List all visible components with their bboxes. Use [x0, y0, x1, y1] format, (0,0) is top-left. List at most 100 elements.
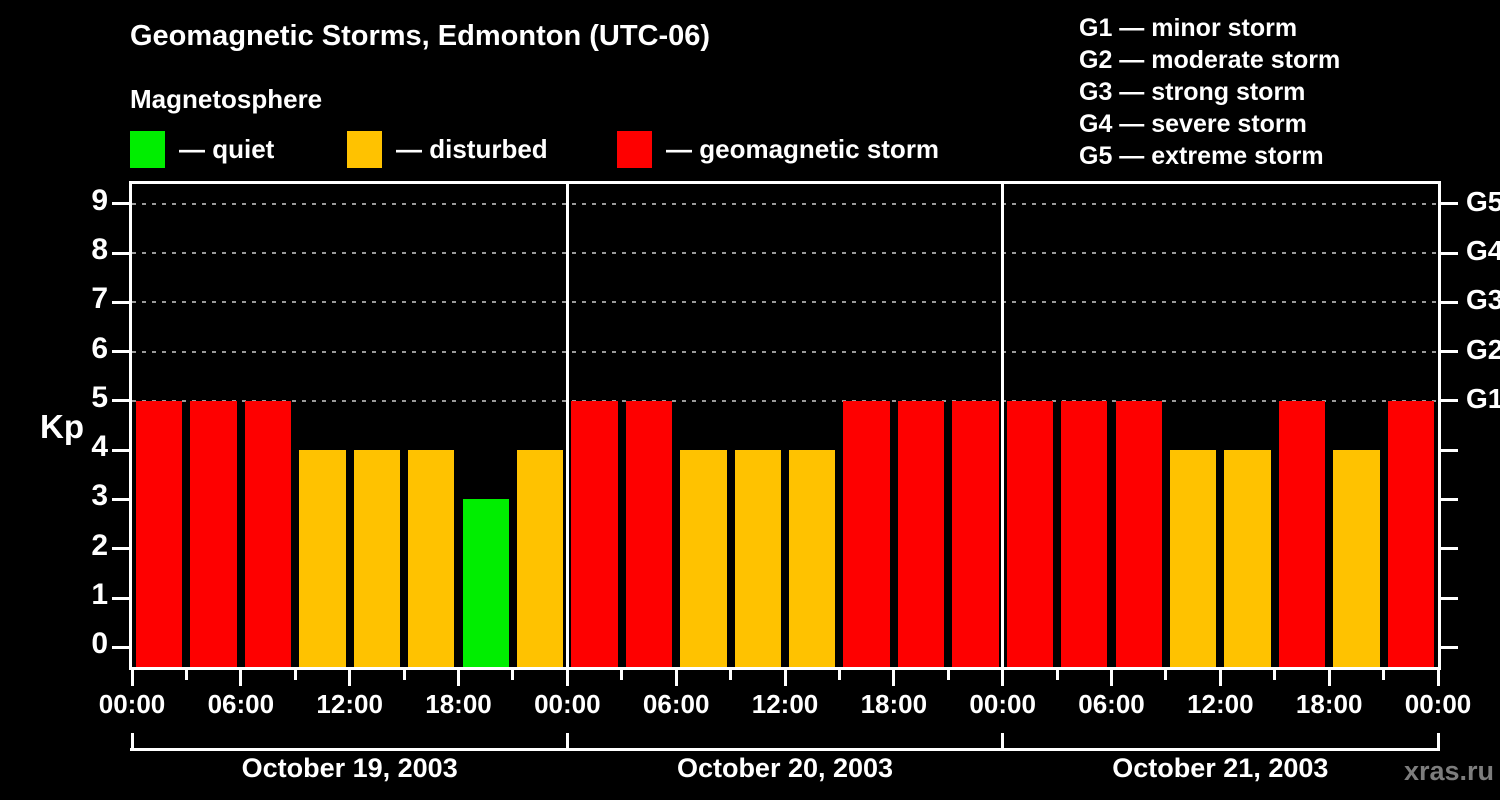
- x-tick-label: 06:00: [207, 689, 275, 719]
- legend-swatch-quiet: [130, 130, 165, 168]
- legend-item-quiet: — quiet: [130, 129, 274, 169]
- x-axis-tick-minor: [1382, 670, 1386, 680]
- y-axis-tick: [112, 645, 129, 649]
- y-tick-label: 1: [91, 578, 108, 611]
- x-axis-tick-major: [1110, 670, 1113, 686]
- x-axis-tick-major: [565, 670, 569, 686]
- x-axis-tick-minor: [511, 670, 515, 680]
- x-axis-tick-major: [348, 670, 352, 686]
- x-axis-tick-minor: [729, 670, 733, 680]
- x-axis-tick-minor: [293, 670, 297, 680]
- y-axis-tick-right: [1441, 645, 1458, 649]
- kp-bar: [625, 400, 673, 667]
- kp-bar: [353, 450, 401, 667]
- y-axis-tick-right: [1441, 202, 1458, 206]
- x-tick-label: 12:00: [751, 689, 819, 719]
- date-bracket-line: [130, 748, 1440, 751]
- date-label: October 19, 2003: [241, 753, 458, 783]
- x-axis-tick-major: [1001, 670, 1005, 686]
- x-axis-tick-minor: [1055, 670, 1059, 680]
- legend-label: — geomagnetic storm: [666, 133, 940, 164]
- x-axis-tick-major: [1327, 670, 1331, 686]
- y-tick-label: 8: [91, 233, 108, 266]
- gridline-kp7: [132, 301, 1438, 304]
- x-axis-tick-major: [1218, 670, 1222, 686]
- kp-bar: [462, 499, 509, 667]
- y-tick-label: 3: [91, 479, 108, 513]
- kp-bar: [1169, 450, 1217, 667]
- storm-scale-line: G3 — strong storm: [1079, 78, 1306, 106]
- kp-bar: [734, 450, 781, 667]
- x-tick-label: 18:00: [860, 689, 928, 719]
- kp-bar: [299, 450, 346, 667]
- kp-bar: [843, 400, 890, 667]
- x-tick-label: 18:00: [425, 689, 492, 719]
- y-axis-tick: [112, 497, 129, 501]
- y-axis-tick-right: [1441, 300, 1458, 304]
- g-scale-label: G3: [1466, 284, 1500, 316]
- legend-item-storm: — geomagnetic storm: [617, 129, 939, 169]
- x-axis-tick-minor: [184, 670, 188, 680]
- y-tick-label: 6: [91, 331, 108, 365]
- storm-scale-legend: G1 — minor storm G2 — moderate storm G3 — …: [1079, 12, 1340, 172]
- x-tick-label: 00:00: [969, 689, 1036, 719]
- y-axis-tick-right: [1441, 350, 1458, 354]
- storm-scale-line: G4 — severe storm: [1079, 110, 1307, 138]
- x-axis-tick-major: [1436, 670, 1440, 686]
- kp-bar: [1333, 450, 1380, 667]
- legend-label: — disturbed: [396, 133, 548, 164]
- y-axis-tick: [112, 202, 129, 206]
- y-axis-tick: [112, 448, 129, 452]
- g-scale-label: G1: [1466, 382, 1500, 414]
- y-axis-tick-right: [1441, 448, 1458, 452]
- kp-bar: [952, 400, 999, 667]
- date-label: October 20, 2003: [676, 753, 894, 783]
- page-title: Geomagnetic Storms, Edmonton (UTC-06): [130, 20, 711, 52]
- y-axis-tick: [112, 399, 129, 403]
- gridline-kp8: [132, 252, 1438, 254]
- y-axis-tick: [112, 300, 129, 304]
- x-axis-tick-minor: [1164, 670, 1168, 680]
- x-tick-label: 06:00: [642, 689, 710, 719]
- kp-bar: [190, 400, 237, 667]
- day-separator: [565, 184, 569, 667]
- kp-bar: [1224, 450, 1271, 667]
- kp-bar: [897, 400, 945, 667]
- kp-axis-label: Kp: [40, 408, 84, 445]
- y-axis-tick-right: [1441, 251, 1458, 255]
- kp-bar: [1115, 400, 1162, 667]
- legend-swatch-disturbed: [347, 130, 382, 168]
- x-axis-tick-major: [457, 670, 460, 686]
- x-axis-tick-major: [674, 670, 678, 686]
- gridline-kp6: [132, 350, 1438, 353]
- x-tick-label: 18:00: [1295, 689, 1363, 719]
- kp-bar: [1387, 400, 1434, 667]
- watermark: xras.ru: [1403, 756, 1494, 786]
- storm-scale-line: G2 — moderate storm: [1079, 46, 1341, 74]
- kp-bar: [1061, 400, 1108, 667]
- legend-label: — quiet: [179, 133, 275, 164]
- x-axis-tick-minor: [1273, 670, 1277, 680]
- y-axis-tick-right: [1441, 547, 1458, 551]
- y-axis-tick: [112, 547, 129, 551]
- date-bracket-riser: [1001, 733, 1005, 751]
- x-axis-tick-minor: [837, 670, 841, 680]
- x-tick-label: 00:00: [1404, 689, 1472, 719]
- y-tick-label: 9: [91, 183, 108, 217]
- kp-bar: [244, 400, 292, 667]
- kp-bar-chart: [129, 181, 1441, 670]
- x-axis-tick-minor: [946, 670, 950, 680]
- legend-item-disturbed: — disturbed: [347, 129, 548, 169]
- date-bracket-riser: [1436, 733, 1440, 751]
- x-tick-label: 06:00: [1078, 689, 1145, 719]
- kp-bar: [680, 450, 727, 667]
- date-label: October 21, 2003: [1112, 753, 1329, 783]
- y-axis-tick-right: [1441, 399, 1458, 403]
- y-axis-tick-right: [1441, 596, 1458, 600]
- x-tick-label: 12:00: [316, 689, 383, 719]
- y-axis-tick-right: [1441, 497, 1458, 501]
- g-scale-label: G5: [1466, 185, 1500, 217]
- day-separator: [1001, 184, 1005, 667]
- x-axis-tick-major: [892, 670, 896, 686]
- kp-bar: [789, 450, 836, 667]
